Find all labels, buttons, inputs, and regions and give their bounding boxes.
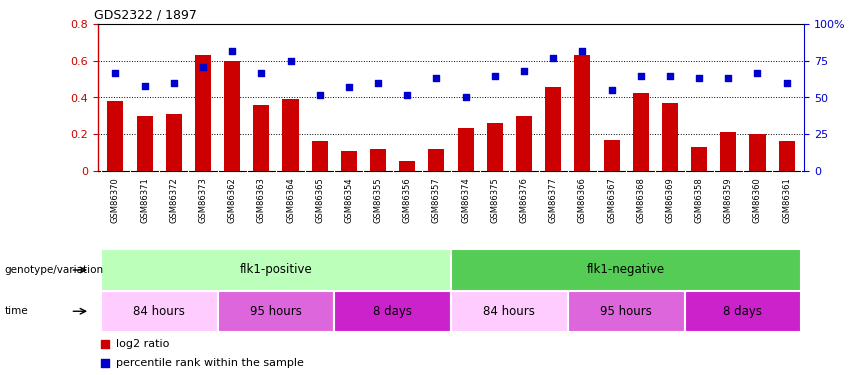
Text: GSM86370: GSM86370 xyxy=(111,177,120,223)
Bar xyxy=(283,99,299,171)
Text: GSM86354: GSM86354 xyxy=(345,177,353,222)
Text: flk1-negative: flk1-negative xyxy=(587,264,665,276)
Bar xyxy=(451,249,802,291)
Bar xyxy=(334,291,451,332)
Point xyxy=(283,58,297,64)
Point xyxy=(109,70,123,76)
Text: GSM86359: GSM86359 xyxy=(724,177,733,222)
Bar xyxy=(195,54,211,171)
Text: GDS2322 / 1897: GDS2322 / 1897 xyxy=(94,9,197,22)
Text: GSM86365: GSM86365 xyxy=(315,177,324,223)
Bar xyxy=(633,93,648,171)
Text: GSM86356: GSM86356 xyxy=(403,177,412,223)
Text: GSM86361: GSM86361 xyxy=(782,177,791,223)
Text: GSM86375: GSM86375 xyxy=(490,177,500,223)
Text: GSM86360: GSM86360 xyxy=(753,177,762,223)
Text: GSM86374: GSM86374 xyxy=(461,177,470,223)
Point xyxy=(167,80,180,86)
Point xyxy=(342,84,356,90)
Bar xyxy=(136,116,152,171)
Point xyxy=(751,70,764,76)
Text: GSM86372: GSM86372 xyxy=(169,177,178,223)
Bar xyxy=(545,87,561,171)
Bar xyxy=(458,128,474,171)
Text: 8 days: 8 days xyxy=(373,305,412,318)
Bar xyxy=(100,249,451,291)
Text: GSM86366: GSM86366 xyxy=(578,177,587,223)
Text: log2 ratio: log2 ratio xyxy=(116,339,168,349)
Point xyxy=(693,75,706,81)
Point xyxy=(98,360,111,366)
Text: GSM86367: GSM86367 xyxy=(607,177,616,223)
Bar xyxy=(224,61,240,171)
Bar xyxy=(779,141,795,171)
Point xyxy=(605,87,619,93)
Point xyxy=(401,92,414,98)
Bar xyxy=(691,147,707,171)
Bar xyxy=(750,134,766,171)
Text: 95 hours: 95 hours xyxy=(250,305,302,318)
Point xyxy=(98,341,111,347)
Bar xyxy=(341,150,357,171)
Point xyxy=(459,94,472,100)
Text: GSM86368: GSM86368 xyxy=(637,177,645,223)
Point xyxy=(517,68,531,74)
Text: GSM86358: GSM86358 xyxy=(694,177,704,223)
Point xyxy=(663,73,677,79)
Point xyxy=(634,73,648,79)
Text: GSM86369: GSM86369 xyxy=(665,177,675,223)
Point xyxy=(138,83,151,89)
Text: percentile rank within the sample: percentile rank within the sample xyxy=(116,358,304,368)
Point xyxy=(575,48,589,54)
Bar xyxy=(684,291,802,332)
Point xyxy=(196,64,209,70)
Text: 84 hours: 84 hours xyxy=(134,305,186,318)
Bar xyxy=(662,103,678,171)
Text: 8 days: 8 days xyxy=(723,305,762,318)
Bar xyxy=(516,116,532,171)
Bar xyxy=(451,291,568,332)
Bar xyxy=(487,123,503,171)
Bar xyxy=(574,54,591,171)
Point xyxy=(780,80,793,86)
Point xyxy=(313,92,327,98)
Bar xyxy=(399,160,415,171)
Bar xyxy=(370,148,386,171)
Bar xyxy=(311,141,328,171)
Bar xyxy=(218,291,334,332)
Bar xyxy=(720,132,736,171)
Bar xyxy=(428,148,444,171)
Bar xyxy=(603,141,620,171)
Point xyxy=(430,75,443,81)
Text: time: time xyxy=(4,306,28,316)
Text: GSM86373: GSM86373 xyxy=(198,177,208,223)
Point xyxy=(722,75,735,81)
Text: flk1-positive: flk1-positive xyxy=(239,264,312,276)
Text: GSM86364: GSM86364 xyxy=(286,177,295,223)
Bar xyxy=(568,291,684,332)
Text: GSM86362: GSM86362 xyxy=(227,177,237,223)
Text: GSM86377: GSM86377 xyxy=(549,177,557,223)
Point xyxy=(226,48,239,54)
Text: 95 hours: 95 hours xyxy=(600,305,652,318)
Text: GSM86357: GSM86357 xyxy=(432,177,441,223)
Text: 84 hours: 84 hours xyxy=(483,305,535,318)
Text: GSM86371: GSM86371 xyxy=(140,177,149,223)
Bar xyxy=(100,291,218,332)
Point xyxy=(371,80,385,86)
Bar xyxy=(166,114,182,171)
Bar xyxy=(254,105,269,171)
Text: GSM86363: GSM86363 xyxy=(257,177,266,223)
Point xyxy=(546,55,560,61)
Text: genotype/variation: genotype/variation xyxy=(4,265,103,275)
Text: GSM86376: GSM86376 xyxy=(519,177,528,223)
Bar xyxy=(107,101,123,171)
Text: GSM86355: GSM86355 xyxy=(374,177,383,222)
Point xyxy=(488,73,501,79)
Point xyxy=(254,70,268,76)
